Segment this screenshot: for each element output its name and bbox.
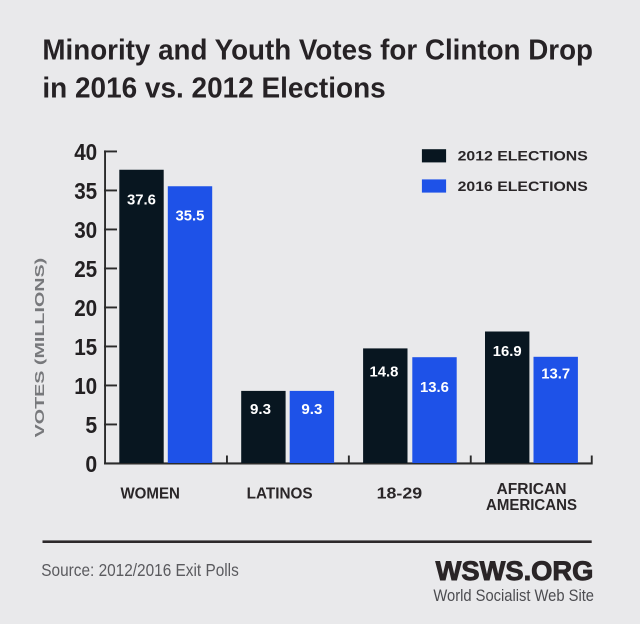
svg-text:25: 25 [74,256,97,282]
svg-text:Minority and Youth Votes for C: Minority and Youth Votes for Clinton Dro… [42,34,593,66]
svg-text:9.3: 9.3 [250,401,271,418]
svg-text:15: 15 [74,334,97,360]
svg-text:13.6: 13.6 [420,379,449,396]
svg-text:30: 30 [74,217,97,243]
svg-text:18-29: 18-29 [377,485,423,502]
svg-text:13.7: 13.7 [541,365,570,382]
svg-text:LATINOS: LATINOS [247,485,313,502]
svg-text:VOTES (MILLIONS): VOTES (MILLIONS) [32,258,47,438]
svg-text:9.3: 9.3 [301,401,322,418]
svg-text:AMERICANS: AMERICANS [486,497,577,514]
svg-text:10: 10 [74,373,97,399]
svg-text:WOMEN: WOMEN [120,485,180,502]
svg-text:in 2016 vs. 2012 Elections: in 2016 vs. 2012 Elections [42,72,385,104]
svg-text:37.6: 37.6 [127,191,156,208]
svg-text:40: 40 [74,139,97,165]
svg-text:35: 35 [74,178,97,204]
svg-text:5: 5 [85,412,97,438]
svg-text:2012 ELECTIONS: 2012 ELECTIONS [458,149,588,164]
svg-text:0: 0 [85,451,97,477]
svg-text:16.9: 16.9 [493,343,522,360]
svg-text:35.5: 35.5 [176,208,205,225]
svg-text:20: 20 [74,295,97,321]
svg-text:2016 ELECTIONS: 2016 ELECTIONS [458,179,588,194]
svg-text:Source: 2012/2016 Exit Polls: Source: 2012/2016 Exit Polls [41,560,239,580]
svg-text:WSWS.ORG: WSWS.ORG [436,556,594,586]
svg-text:AFRICAN: AFRICAN [497,481,567,498]
svg-text:14.8: 14.8 [370,364,399,381]
svg-text:World Socialist Web Site: World Socialist Web Site [433,587,594,605]
